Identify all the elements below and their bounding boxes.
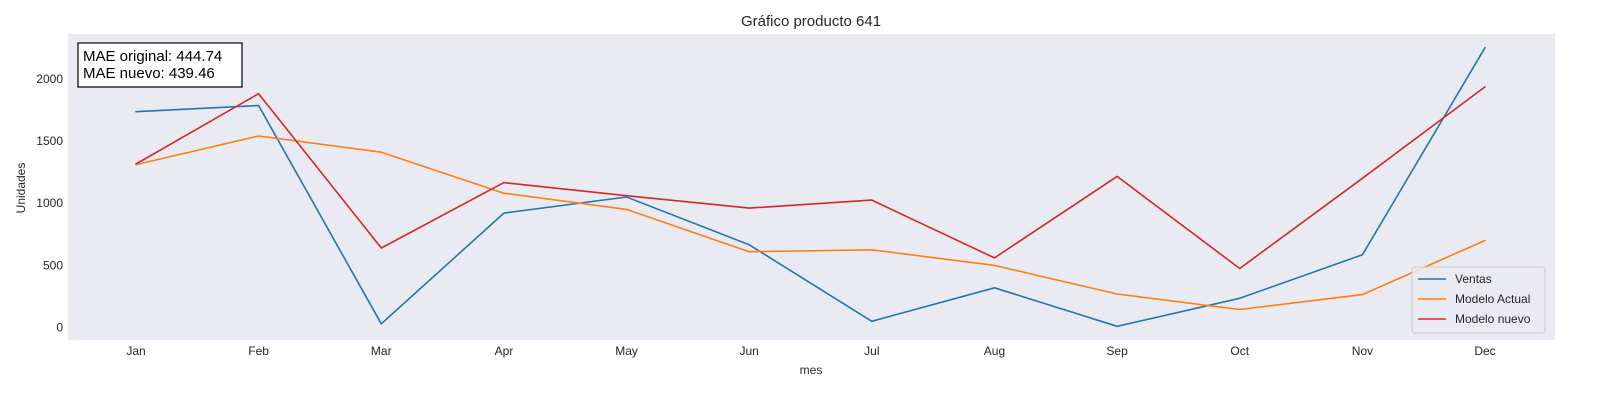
x-tick-label: Nov — [1352, 344, 1373, 358]
y-tick-label: 1000 — [36, 196, 63, 210]
y-tick-label: 500 — [43, 258, 63, 272]
x-tick-labels: Jan Feb Mar Apr May Jun Jul Aug Sep Oct Nov Dec — [126, 344, 1495, 358]
y-tick-label: 2000 — [36, 72, 63, 86]
x-tick-label: Mar — [371, 344, 392, 358]
legend-label: Modelo nuevo — [1455, 312, 1531, 326]
annotation-line-nuevo: MAE nuevo: 439.46 — [83, 65, 215, 82]
x-tick-label: Oct — [1230, 344, 1249, 358]
series-line-ventas — [135, 46, 1486, 328]
x-axis-label: mes — [800, 363, 823, 377]
x-tick-label: Sep — [1106, 344, 1128, 358]
y-tick-label: 0 — [56, 321, 63, 335]
x-tick-label: Feb — [248, 344, 269, 358]
series-line-modelo-nuevo — [135, 86, 1486, 270]
x-tick-label: May — [615, 344, 638, 358]
series-lines — [135, 46, 1486, 328]
y-tick-labels: 0 500 1000 1500 2000 — [36, 72, 63, 335]
x-tick-label: Jul — [864, 344, 879, 358]
x-tick-label: Jan — [126, 344, 145, 358]
y-axis-label: Unidades — [14, 163, 28, 214]
mae-annotation-box: MAE original: 444.74 MAE nuevo: 439.46 — [77, 42, 243, 88]
x-tick-label: Apr — [495, 344, 514, 358]
annotation-line-original: MAE original: 444.74 — [83, 48, 222, 65]
y-tick-label: 1500 — [36, 134, 63, 148]
x-tick-label: Dec — [1474, 344, 1495, 358]
legend-label: Ventas — [1455, 272, 1492, 286]
annotation-frame — [77, 42, 243, 88]
x-tick-label: Jun — [740, 344, 759, 358]
x-tick-label: Aug — [984, 344, 1005, 358]
legend-label: Modelo Actual — [1455, 292, 1530, 306]
legend-frame — [1411, 266, 1546, 334]
chart-title: Gráfico producto 641 — [741, 13, 881, 30]
legend: Ventas Modelo Actual Modelo nuevo — [1411, 266, 1546, 334]
series-line-modelo-actual — [135, 135, 1486, 311]
plot-area — [68, 34, 1555, 340]
